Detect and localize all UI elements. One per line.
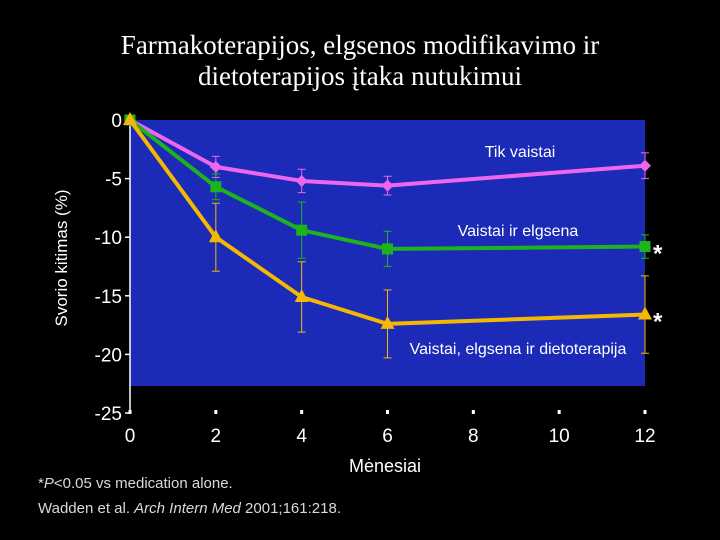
square-marker [210, 181, 222, 193]
series-layer: ** [123, 112, 663, 359]
citation-details: 2001;161:218. [240, 500, 341, 517]
x-tick-label: 8 [468, 426, 479, 447]
title-line-2: dietoterapijos įtaka nutukimui [198, 61, 522, 91]
triangle-marker [380, 315, 395, 329]
significance-footnote: *P<0.05 vs medication alone. [38, 475, 233, 492]
x-tick [300, 410, 304, 414]
axes [125, 119, 647, 414]
citation-authors: Wadden et al. [38, 500, 135, 517]
diamond-marker [639, 159, 651, 172]
significance-asterisk: * [653, 241, 663, 268]
series-label-3: Vaistai, elgsena ir dietoterapija [410, 341, 627, 358]
y-tick-label: -20 [95, 345, 122, 366]
diamond-marker [295, 174, 308, 187]
series-3: * [123, 112, 663, 359]
x-tick [386, 410, 389, 414]
x-tick [643, 410, 647, 414]
y-axis-title: Svorio kitimas (%) [52, 190, 71, 327]
series-label-2: Vaistai ir elgsena [458, 223, 579, 240]
significance-asterisk: * [653, 309, 663, 336]
y-tick-label: -5 [105, 170, 122, 191]
series-label-1: Tik vaistai [485, 144, 556, 161]
x-tick [557, 410, 561, 414]
x-tick-label: 12 [634, 426, 655, 447]
y-tick-label: 0 [111, 111, 122, 132]
square-marker [382, 243, 393, 255]
title-line-1: Farmakoterapijos, elgsenos modifikavimo … [120, 30, 600, 60]
triangle-marker [123, 112, 137, 125]
x-tick-label: 10 [549, 426, 570, 447]
y-tick-label: -25 [95, 404, 122, 425]
square-marker [639, 241, 651, 253]
x-tick-label: 6 [382, 426, 393, 447]
chart-title: Farmakoterapijos, elgsenos modifikavimo … [0, 30, 720, 92]
x-tick-label: 2 [211, 426, 222, 447]
triangle-marker [294, 288, 309, 302]
x-tick [471, 410, 475, 414]
x-tick [128, 410, 132, 414]
footnote-p: P [43, 475, 54, 492]
x-tick [214, 410, 218, 414]
diamond-marker [209, 160, 222, 173]
triangle-marker [638, 306, 652, 320]
footnote-asterisk: * [38, 475, 44, 492]
series-1 [124, 114, 651, 196]
y-tick-label: -10 [95, 228, 122, 249]
diamond-marker [381, 179, 394, 192]
x-tick-label: 0 [125, 426, 136, 447]
square-marker [296, 224, 308, 236]
x-axis-title: Mėnesiai [349, 456, 421, 476]
triangle-marker [208, 229, 223, 243]
y-tick-label: -15 [95, 287, 122, 308]
x-tick-label: 4 [296, 426, 307, 447]
citation: Wadden et al. Arch Intern Med 2001;161:2… [38, 500, 341, 517]
citation-journal: Arch Intern Med [134, 500, 241, 517]
footnote-text: <0.05 vs medication alone. [53, 475, 233, 492]
